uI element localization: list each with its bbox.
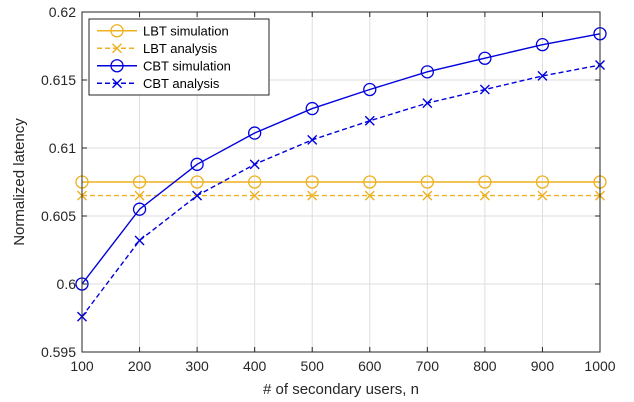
data-point [420,65,434,79]
series-lbt-analysis [77,190,605,201]
x-tick-label: 800 [473,358,497,374]
legend-label: CBT simulation [143,58,231,73]
x-tick-label: 1000 [584,358,615,374]
data-point [248,175,262,189]
y-tick-label: 0.605 [41,208,76,224]
y-tick-label: 0.615 [41,72,76,88]
y-tick-label: 0.61 [49,140,76,156]
y-axis-label: Normalized latency [11,118,28,246]
data-point [249,190,260,201]
legend-label: LBT analysis [143,41,218,56]
y-tick-label: 0.62 [49,4,76,20]
series-line [81,33,601,285]
y-tick-label: 0.6 [57,276,77,292]
data-point [190,175,204,189]
data-point [364,115,375,126]
data-point [307,134,318,145]
data-point [248,126,262,140]
legend-item: CBT analysis [97,76,220,91]
legend-marker [110,24,124,38]
data-point [249,159,260,170]
legend-marker [110,59,124,73]
data-point [305,101,319,116]
data-point [363,82,377,97]
legend-item: LBT simulation [97,23,229,38]
data-point [478,175,492,189]
data-point [478,51,492,65]
x-tick-label: 500 [301,358,325,374]
axes: 100 200 300 400 500 600 700 800 900 10000.5950.60… [41,4,616,374]
x-tick-label: 300 [185,358,209,374]
data-point [537,70,548,81]
data-point [479,84,490,95]
legend-box [88,18,270,96]
x-tick-label: 100 [70,358,94,374]
series-lbt-simulation [75,175,607,189]
legend: LBT simulation LBT analysis CBT simulation… [88,18,270,96]
legend-label: LBT simulation [143,23,229,38]
data-point [420,175,434,189]
x-tick-label: 900 [531,358,555,374]
x-tick-label: 400 [243,358,267,374]
data-point [535,175,550,189]
data-point [190,157,204,171]
data-point [134,190,145,201]
series-line [81,64,601,318]
data-point [363,175,377,189]
legend-marker [112,78,122,89]
y-tick-label: 0.595 [41,344,76,360]
data-point [479,190,490,201]
series-layer [75,27,607,322]
legend-item: CBT simulation [97,58,231,73]
x-tick-label: 700 [416,358,440,374]
data-point [305,175,319,189]
data-point [422,98,433,109]
x-tick-label: 600 [358,358,382,374]
data-point [535,37,550,52]
data-point [422,190,433,201]
plot-frame [81,11,601,353]
x-axis-label: # of secondary users, n [263,381,419,398]
legend-marker [112,43,122,54]
data-point [192,190,203,201]
data-point [132,202,147,216]
data-point [134,235,145,246]
legend-label: CBT analysis [143,76,220,91]
data-point [364,190,375,201]
x-tick-label: 200 [128,358,152,374]
data-point [307,190,318,201]
legend-item: LBT analysis [97,41,218,56]
data-point [132,175,147,189]
data-point [537,190,548,201]
